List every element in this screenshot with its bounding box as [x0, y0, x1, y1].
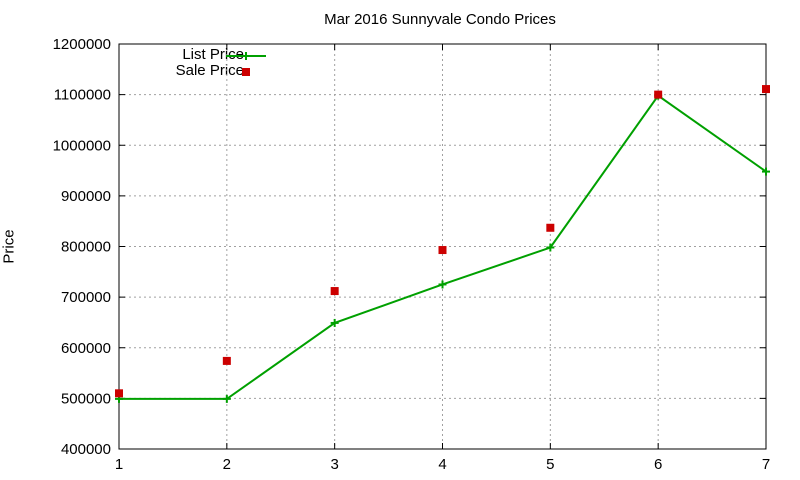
svg-text:4: 4 — [438, 456, 446, 473]
legend — [226, 52, 266, 76]
data-series — [115, 85, 770, 403]
svg-text:1: 1 — [115, 456, 123, 473]
svg-text:700000: 700000 — [61, 289, 111, 306]
svg-text:2: 2 — [223, 456, 231, 473]
svg-text:7: 7 — [762, 456, 770, 473]
svg-text:1200000: 1200000 — [53, 36, 111, 53]
svg-text:600000: 600000 — [61, 340, 111, 357]
svg-text:1000000: 1000000 — [53, 137, 111, 154]
svg-text:6: 6 — [654, 456, 662, 473]
svg-text:800000: 800000 — [61, 239, 111, 256]
legend-label-list-price: List Price — [182, 46, 244, 63]
svg-text:900000: 900000 — [61, 188, 111, 205]
svg-text:3: 3 — [330, 456, 338, 473]
svg-text:500000: 500000 — [61, 390, 111, 407]
axes — [118, 43, 767, 450]
svg-text:400000: 400000 — [61, 441, 111, 458]
svg-text:1100000: 1100000 — [54, 87, 111, 104]
tick-labels: 400000 500000 600000 700000 800000 900000 1000… — [53, 36, 771, 473]
svg-text:5: 5 — [546, 456, 554, 473]
chart-title: Mar 2016 Sunnyvale Condo Prices — [324, 11, 556, 28]
